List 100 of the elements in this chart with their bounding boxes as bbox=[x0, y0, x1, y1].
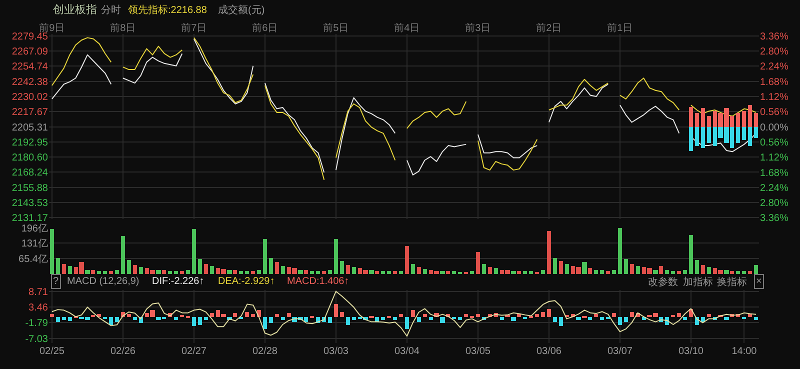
bar bbox=[62, 264, 66, 274]
x-tick-label: 前8日 bbox=[110, 22, 136, 34]
bar bbox=[606, 270, 610, 274]
x-tick-label: 03/06 bbox=[536, 346, 562, 357]
x-tick-label: 前5日 bbox=[323, 22, 349, 34]
bar bbox=[695, 127, 699, 146]
y-tick-label: 2254.74 bbox=[12, 62, 48, 73]
text: DIF:-2.226↑ bbox=[152, 276, 204, 287]
bar bbox=[423, 314, 427, 317]
bar bbox=[452, 270, 456, 274]
bar bbox=[346, 264, 350, 274]
bar bbox=[399, 314, 403, 317]
bar bbox=[251, 270, 255, 274]
bar bbox=[180, 270, 184, 274]
y2-tick-label: 2.24% bbox=[760, 62, 788, 73]
bar bbox=[535, 314, 539, 317]
bar bbox=[630, 264, 634, 274]
bar bbox=[736, 127, 740, 143]
x-tick-label: 02/27 bbox=[181, 346, 207, 357]
bar bbox=[417, 316, 421, 322]
bar bbox=[423, 268, 427, 274]
bar bbox=[227, 270, 232, 274]
bar bbox=[600, 270, 604, 274]
text: MACD:1.406↑ bbox=[287, 276, 350, 287]
bar bbox=[464, 314, 468, 317]
bar bbox=[269, 316, 273, 323]
bar bbox=[281, 266, 285, 274]
bar bbox=[701, 127, 705, 148]
text: 换指标 bbox=[717, 276, 747, 288]
bar bbox=[636, 266, 640, 274]
bar bbox=[695, 260, 699, 274]
bar bbox=[707, 116, 711, 127]
bar bbox=[411, 310, 415, 317]
bar bbox=[133, 264, 137, 274]
y-tick-label: 3.46 bbox=[28, 302, 48, 314]
x-tick-label: 03/10 bbox=[678, 346, 704, 357]
y2-tick-label: 1.68% bbox=[760, 76, 788, 88]
y-tick-label: 2192.95 bbox=[12, 137, 48, 148]
bar bbox=[127, 260, 131, 274]
bar bbox=[204, 316, 208, 320]
y-tick-label: 2143.53 bbox=[12, 198, 48, 210]
bar bbox=[559, 260, 563, 274]
bar bbox=[251, 314, 255, 317]
text: 成交额(元) bbox=[218, 4, 265, 16]
bar bbox=[588, 316, 592, 320]
bar bbox=[168, 270, 172, 274]
text: 分时 bbox=[101, 4, 121, 16]
bar bbox=[500, 316, 504, 320]
x-tick-label: 02/28 bbox=[252, 346, 278, 357]
bar bbox=[488, 266, 492, 274]
bar bbox=[742, 270, 746, 274]
bar bbox=[375, 270, 379, 274]
x-tick-label: 前6日 bbox=[252, 22, 278, 34]
chart-title: 创业板指 bbox=[53, 3, 97, 16]
bar bbox=[50, 314, 54, 317]
bar bbox=[677, 270, 681, 274]
bar bbox=[50, 228, 54, 274]
bar bbox=[748, 314, 752, 317]
bar bbox=[677, 312, 681, 317]
text: MACD (12,26,9) bbox=[67, 276, 140, 287]
bar bbox=[724, 316, 729, 320]
x-tick-label: 前7日 bbox=[181, 22, 207, 34]
bar bbox=[115, 316, 119, 322]
y2-tick-label: 1.12% bbox=[760, 152, 788, 164]
y-tick-label: 65.4亿 bbox=[18, 254, 48, 266]
bar bbox=[381, 316, 385, 320]
bar bbox=[689, 234, 693, 274]
text: × bbox=[756, 276, 762, 287]
x-tick-label: 前3日 bbox=[465, 22, 491, 34]
bar bbox=[109, 316, 113, 325]
bar bbox=[689, 127, 693, 151]
bar bbox=[334, 304, 338, 317]
y-tick-label: 196亿 bbox=[21, 223, 48, 234]
bar bbox=[239, 270, 243, 274]
y-tick-label: 2168.24 bbox=[12, 168, 48, 179]
bar bbox=[754, 316, 758, 320]
bar bbox=[754, 113, 758, 127]
bar bbox=[162, 270, 166, 274]
bar bbox=[523, 270, 527, 274]
bar bbox=[612, 312, 616, 317]
y-tick-label: 131亿 bbox=[21, 238, 48, 250]
bar bbox=[618, 228, 622, 274]
bar bbox=[68, 266, 72, 274]
y2-tick-label: 2.80% bbox=[760, 46, 788, 58]
text: ? bbox=[53, 276, 59, 287]
x-tick-label: 前4日 bbox=[394, 22, 420, 34]
y2-tick-label: 2.24% bbox=[760, 182, 788, 194]
y-tick-label: 2131.17 bbox=[12, 213, 48, 224]
bar bbox=[381, 270, 385, 274]
bar bbox=[582, 262, 587, 274]
text: 领先指标:2216.88 bbox=[128, 4, 208, 16]
bar bbox=[541, 270, 545, 274]
text: 加指标 bbox=[683, 276, 713, 288]
bar bbox=[233, 270, 237, 274]
bar bbox=[393, 316, 397, 320]
bar bbox=[754, 264, 758, 274]
y-tick-label: 2230.02 bbox=[12, 92, 48, 103]
bar bbox=[269, 258, 273, 274]
x-tick-label: 03/05 bbox=[465, 346, 491, 357]
bar bbox=[594, 314, 598, 317]
